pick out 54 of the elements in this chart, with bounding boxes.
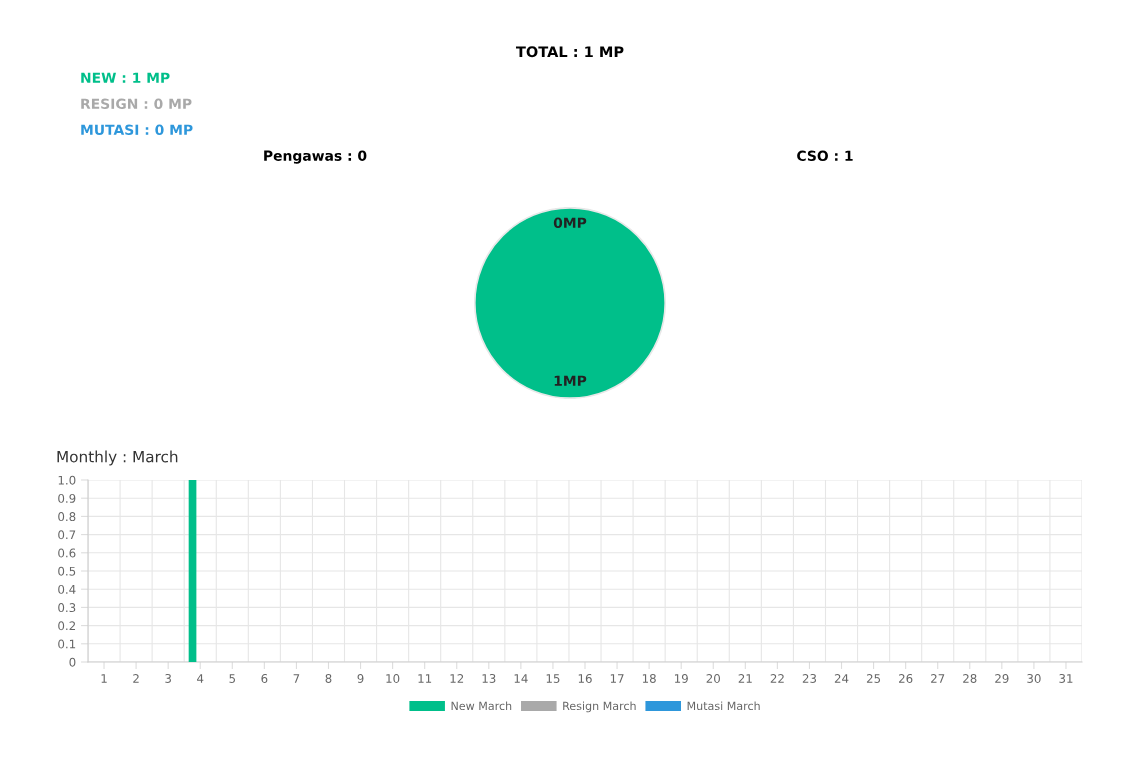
y-tick-label: 1.0 xyxy=(58,475,76,485)
x-tick-label: 16 xyxy=(578,674,592,683)
x-tick-label: 17 xyxy=(610,674,624,683)
y-tick-label: 0.7 xyxy=(58,530,76,540)
data-label: 1MP xyxy=(554,375,587,386)
x-tick-label: 5 xyxy=(229,674,236,683)
x-tick-label: 23 xyxy=(802,674,817,683)
x-tick-label: 21 xyxy=(738,674,752,683)
y-tick-label: 0.3 xyxy=(58,603,76,613)
x-tick-label: 28 xyxy=(963,674,977,683)
text: Pengawas : 0 xyxy=(264,150,367,164)
x-tick-label: 14 xyxy=(514,674,528,683)
y-tick-label: 0.1 xyxy=(58,639,76,649)
x-tick-label: 22 xyxy=(770,674,784,683)
x-tick-label: 12 xyxy=(450,674,464,683)
x-tick-label: 8 xyxy=(325,674,332,683)
x-tick-label: 31 xyxy=(1059,674,1073,683)
legend-label: New March xyxy=(451,701,512,711)
x-tick-label: 24 xyxy=(834,674,849,683)
x-tick-label: 2 xyxy=(133,674,139,683)
x-tick-label: 1 xyxy=(101,674,107,683)
text: MUTASI : 0 MP xyxy=(81,124,193,136)
x-tick-label: 11 xyxy=(418,674,432,683)
x-tick-label: 26 xyxy=(899,674,913,683)
text: CSO : 1 xyxy=(797,150,853,162)
y-tick-label: 0.5 xyxy=(58,566,76,576)
y-tick-label: 0.8 xyxy=(58,512,76,522)
x-tick-label: 29 xyxy=(995,674,1009,683)
x-tick-label: 13 xyxy=(482,674,496,683)
x-tick-label: 27 xyxy=(931,674,945,683)
text: RESIGN : 0 MP xyxy=(81,98,192,110)
x-tick-label: 7 xyxy=(293,674,300,683)
chart-title: TOTAL : 1 MP xyxy=(515,46,624,58)
x-tick-label: 10 xyxy=(386,674,400,683)
x-tick-label: 3 xyxy=(165,674,171,683)
x-tick-label: 25 xyxy=(866,674,881,683)
x-tick-label: 6 xyxy=(261,674,268,683)
y-tick-label: 0 xyxy=(69,657,76,667)
y-tick-label: 0.4 xyxy=(58,584,76,594)
legend-label: Resign March xyxy=(563,701,636,713)
legend-label: Mutasi March xyxy=(687,701,760,711)
x-tick-label: 19 xyxy=(674,674,688,683)
y-tick-label: 0.9 xyxy=(58,493,76,503)
y-tick-label: 0.2 xyxy=(58,621,76,631)
x-tick-label: 4 xyxy=(197,674,204,683)
x-tick-label: 15 xyxy=(546,674,560,683)
x-tick-label: 9 xyxy=(357,674,364,683)
chart-title: Monthly : March xyxy=(57,450,178,466)
x-tick-label: 18 xyxy=(642,674,656,683)
y-tick-label: 0.6 xyxy=(58,548,76,558)
text: NEW : 1 MP xyxy=(81,72,170,83)
x-tick-label: 20 xyxy=(706,674,720,683)
text: 0MP xyxy=(553,217,587,229)
x-tick-label: 30 xyxy=(1027,674,1041,683)
